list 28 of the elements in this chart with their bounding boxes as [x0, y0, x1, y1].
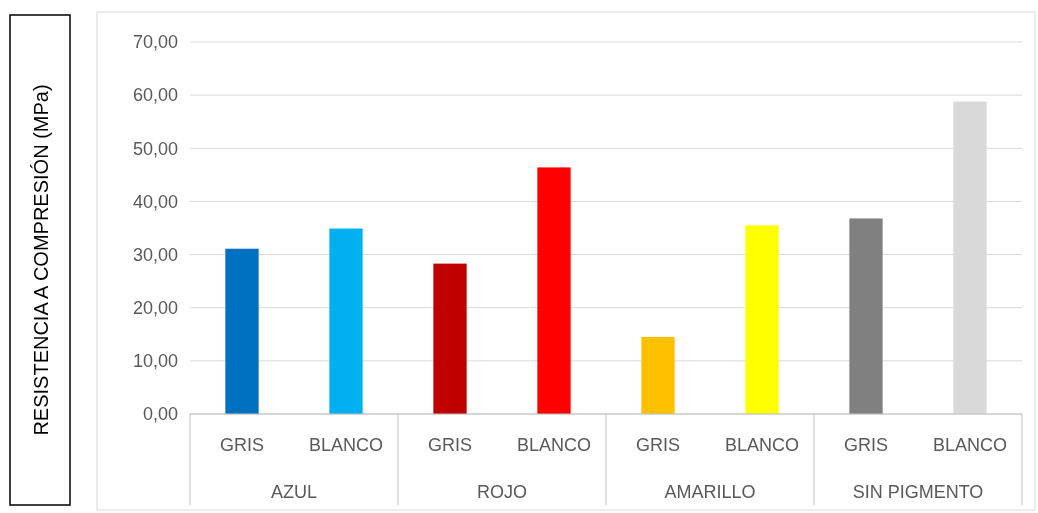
y-tick-label: 20,00: [132, 298, 178, 319]
x-tick-label: GRIS: [843, 435, 889, 456]
y-tick-label: 0,00: [142, 404, 178, 425]
x-tick-label: BLANCO: [932, 435, 1008, 456]
y-axis-title: RESISTENCIA A COMPRESIÓN (MPa): [30, 84, 52, 436]
text: AMARILLO: [664, 482, 756, 503]
x-tick-label: BLANCO: [516, 435, 592, 456]
bar: [849, 218, 883, 414]
text: ROJO: [476, 482, 528, 503]
y-tick-label: 60,00: [132, 85, 178, 106]
x-tick-label: GRIS: [219, 435, 265, 456]
bar: [433, 263, 467, 414]
y-tick-label: 10,00: [132, 351, 178, 372]
y-tick-label: 40,00: [132, 191, 178, 212]
bar: [329, 228, 363, 414]
x-tick-label: BLANCO: [308, 435, 384, 456]
bar: [745, 225, 779, 414]
y-tick-label: 30,00: [132, 244, 178, 265]
bar: [225, 248, 259, 414]
x-tick-label: GRIS: [427, 435, 473, 456]
text: AZUL: [270, 482, 318, 503]
x-tick-label: BLANCO: [724, 435, 800, 456]
y-tick-label: 70,00: [132, 32, 178, 53]
bar: [641, 336, 675, 414]
bar: [537, 167, 571, 414]
y-tick-label: 50,00: [132, 138, 178, 159]
x-tick-label: GRIS: [635, 435, 681, 456]
text: SIN PIGMENTO: [852, 482, 984, 503]
